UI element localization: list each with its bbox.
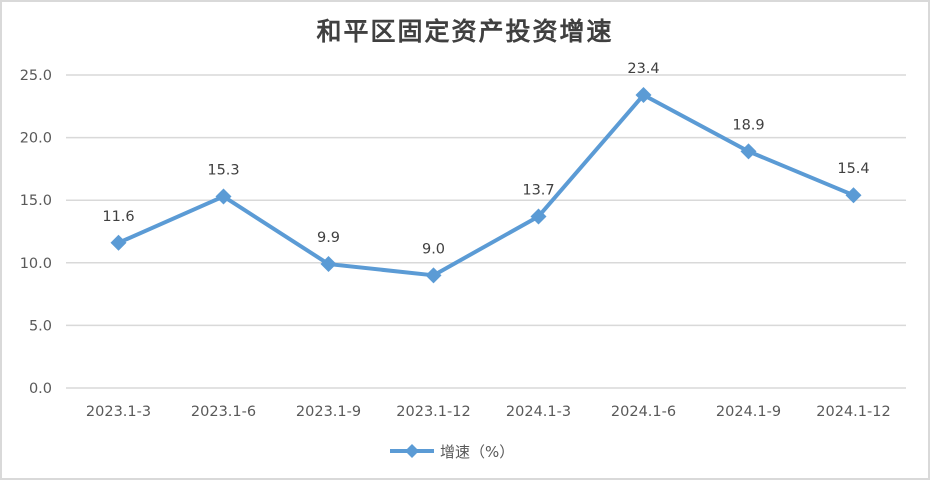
chart-title: 和平区固定资产投资增速 bbox=[316, 17, 614, 46]
series-markers bbox=[110, 87, 862, 284]
legend-label: 增速（%） bbox=[440, 443, 514, 461]
y-axis: 25.0 20.0 15.0 10.0 5.0 0.0 bbox=[20, 68, 52, 397]
y-tick-label: 20.0 bbox=[20, 131, 52, 147]
data-label: 15.4 bbox=[837, 161, 869, 177]
gridlines bbox=[66, 74, 906, 389]
x-tick-label: 2023.1-6 bbox=[191, 404, 256, 420]
x-tick-label: 2024.1-12 bbox=[816, 404, 890, 420]
x-tick-label: 2023.1-12 bbox=[396, 404, 470, 420]
y-tick-label: 0.0 bbox=[29, 381, 52, 397]
x-tick-label: 2024.1-3 bbox=[506, 404, 571, 420]
x-tick-label: 2024.1-9 bbox=[716, 404, 781, 420]
series-line bbox=[117, 93, 855, 278]
data-point-diamond-icon bbox=[425, 267, 442, 284]
data-labels: 11.6 15.3 9.9 9.0 13.7 23.4 18.9 15.4 bbox=[102, 61, 869, 257]
x-tick-label: 2023.1-9 bbox=[296, 404, 361, 420]
data-point-diamond-icon bbox=[215, 188, 232, 205]
y-tick-label: 15.0 bbox=[20, 193, 52, 209]
data-label: 9.0 bbox=[422, 241, 445, 257]
x-tick-label: 2024.1-6 bbox=[611, 404, 676, 420]
data-point-diamond-icon bbox=[635, 87, 652, 104]
legend: 增速（%） bbox=[390, 443, 514, 461]
data-label: 11.6 bbox=[102, 209, 134, 225]
y-tick-label: 5.0 bbox=[29, 318, 52, 334]
data-point-diamond-icon bbox=[320, 256, 337, 273]
data-point-diamond-icon bbox=[530, 208, 547, 225]
data-label: 13.7 bbox=[522, 182, 554, 198]
data-point-diamond-icon bbox=[110, 234, 127, 251]
data-label: 15.3 bbox=[207, 162, 239, 178]
legend-diamond-icon bbox=[405, 444, 419, 458]
series-path bbox=[117, 93, 855, 278]
data-label: 18.9 bbox=[732, 117, 764, 133]
data-point-diamond-icon bbox=[845, 187, 862, 204]
data-label: 23.4 bbox=[627, 61, 659, 77]
y-tick-label: 25.0 bbox=[20, 68, 52, 84]
y-tick-label: 10.0 bbox=[20, 256, 52, 272]
data-label: 9.9 bbox=[317, 230, 340, 246]
x-tick-label: 2023.1-3 bbox=[86, 404, 151, 420]
data-point-diamond-icon bbox=[740, 143, 757, 160]
x-axis: 2023.1-3 2023.1-6 2023.1-9 2023.1-12 2024.1-… bbox=[86, 404, 891, 420]
